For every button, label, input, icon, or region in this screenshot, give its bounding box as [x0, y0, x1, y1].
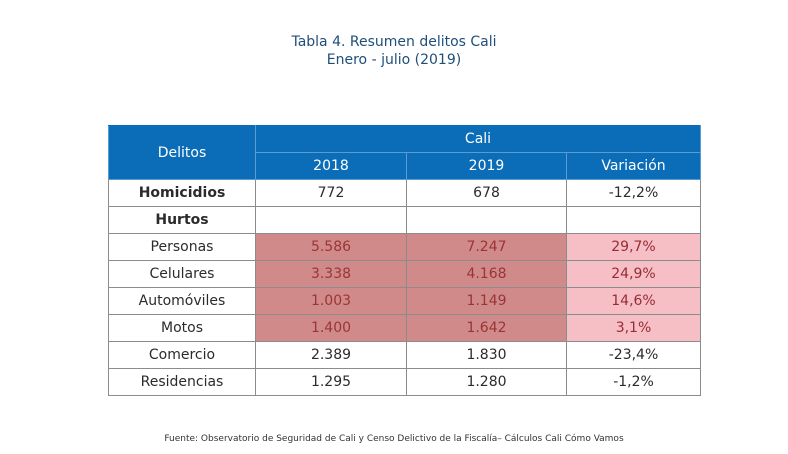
cell-2019: 4.168	[406, 260, 567, 288]
table-row-residencias: Residencias 1.295 1.280 -1,2%	[108, 368, 701, 396]
cell-variacion: -1,2%	[566, 368, 701, 396]
row-label: Personas	[108, 233, 256, 261]
cell-2018: 5.586	[255, 233, 407, 261]
cell-2018: 772	[255, 179, 407, 207]
cell-2018: 3.338	[255, 260, 407, 288]
cell-2019	[406, 206, 567, 234]
table-row-comercio: Comercio 2.389 1.830 -23,4%	[108, 341, 701, 369]
header-2019: 2019	[406, 152, 567, 180]
cell-2018: 1.400	[255, 314, 407, 342]
crime-summary-table: Delitos Cali 2018 2019 Variación Homicid…	[108, 125, 701, 396]
header-delitos: Delitos	[108, 125, 256, 180]
cell-variacion: 3,1%	[566, 314, 701, 342]
table-subtitle: Enero - julio (2019)	[326, 52, 462, 68]
cell-variacion: -23,4%	[566, 341, 701, 369]
cell-2019: 678	[406, 179, 567, 207]
cell-variacion: 24,9%	[566, 260, 701, 288]
cell-variacion: -12,2%	[566, 179, 701, 207]
cell-2018	[255, 206, 407, 234]
row-label: Hurtos	[108, 206, 256, 234]
header-variacion: Variación	[566, 152, 701, 180]
cell-2018: 1.295	[255, 368, 407, 396]
cell-variacion	[566, 206, 701, 234]
cell-variacion: 29,7%	[566, 233, 701, 261]
table-row-motos: Motos 1.400 1.642 3,1%	[108, 314, 701, 342]
source-note: Fuente: Observatorio de Seguridad de Cal…	[164, 434, 624, 444]
row-label: Comercio	[108, 341, 256, 369]
header-cali: Cali	[255, 125, 701, 153]
row-label: Homicidios	[108, 179, 256, 207]
cell-2019: 1.280	[406, 368, 567, 396]
cell-2018: 2.389	[255, 341, 407, 369]
cell-2019: 1.149	[406, 287, 567, 315]
table-row-homicidios: Homicidios 772 678 -12,2%	[108, 179, 701, 207]
cell-2018: 1.003	[255, 287, 407, 315]
row-label: Residencias	[108, 368, 256, 396]
cell-2019: 1.642	[406, 314, 567, 342]
table-row-automoviles: Automóviles 1.003 1.149 14,6%	[108, 287, 701, 315]
header-row-columns: 2018 2019 Variación	[109, 152, 701, 180]
row-label: Celulares	[108, 260, 256, 288]
cell-variacion: 14,6%	[566, 287, 701, 315]
header-row-group: Delitos Cali	[108, 125, 701, 180]
table-row-personas: Personas 5.586 7.247 29,7%	[108, 233, 701, 261]
header-2018: 2018	[255, 152, 407, 180]
row-label: Motos	[108, 314, 256, 342]
table-row-celulares: Celulares 3.338 4.168 24,9%	[108, 260, 701, 288]
cell-2019: 7.247	[406, 233, 567, 261]
cell-2019: 1.830	[406, 341, 567, 369]
table-row-hurtos: Hurtos	[108, 206, 701, 234]
row-label: Automóviles	[108, 287, 256, 315]
table-title: Tabla 4. Resumen delitos Cali	[291, 34, 497, 50]
